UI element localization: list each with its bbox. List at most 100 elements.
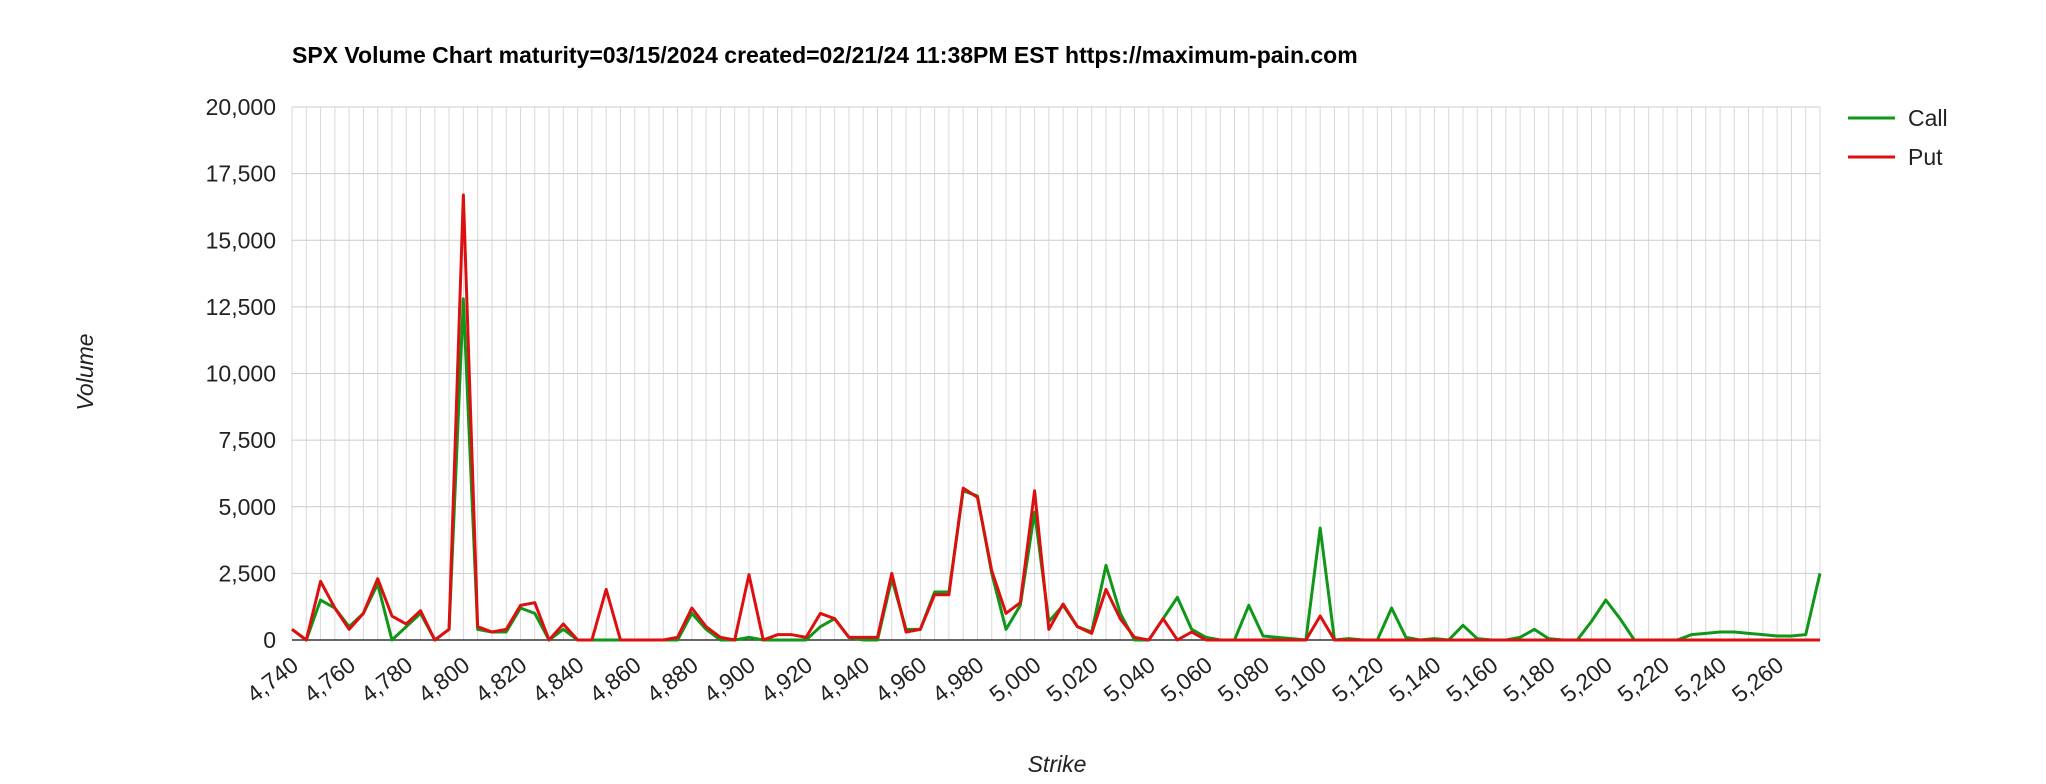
data-point-put (549, 640, 550, 641)
y-axis-ticks: 0 2,500 5,000 7,500 10,000 12,500 15,000 17,500… (206, 94, 276, 653)
data-point-call (1391, 608, 1392, 609)
data-point-put (1677, 640, 1678, 641)
data-point-put (1091, 633, 1092, 634)
series-lines (291, 193, 1822, 642)
data-point-put (477, 626, 478, 627)
data-point-put (863, 637, 864, 638)
data-point-call (1105, 565, 1106, 566)
x-tick-label: 4,820 (470, 651, 531, 707)
data-point-put (791, 634, 792, 635)
data-point-call (406, 626, 407, 627)
data-point-call (748, 637, 749, 638)
data-point-put (1363, 640, 1364, 641)
data-point-put (1134, 637, 1135, 638)
data-point-put (820, 613, 821, 614)
data-point-call (806, 640, 807, 641)
data-point-put (1577, 640, 1578, 641)
data-point-call (777, 640, 778, 641)
data-point-put (1205, 640, 1206, 641)
data-point-call (791, 640, 792, 641)
data-point-put (1448, 640, 1449, 641)
data-point-put (349, 629, 350, 630)
data-point-put (1691, 640, 1692, 641)
data-point-call (1462, 625, 1463, 626)
x-tick-label: 4,960 (870, 651, 931, 707)
data-point-put (434, 640, 435, 641)
data-point-put (1305, 640, 1306, 641)
data-point-put (763, 640, 764, 641)
data-point-call (720, 640, 721, 641)
data-point-put (963, 488, 964, 489)
data-point-put (1377, 640, 1378, 641)
data-point-put (1491, 640, 1492, 641)
data-point-call (1620, 618, 1621, 619)
data-point-put (848, 637, 849, 638)
data-point-call (1805, 634, 1806, 635)
series-line-put (291, 193, 1820, 642)
data-point-put (1434, 640, 1435, 641)
x-tick-label: 5,040 (1099, 651, 1160, 707)
data-point-call (1191, 629, 1192, 630)
data-point-put (1120, 618, 1121, 619)
data-point-put (834, 618, 835, 619)
data-point-put (1191, 632, 1192, 633)
data-point-call (1520, 637, 1521, 638)
data-point-call (1134, 640, 1135, 641)
data-point-put (1405, 640, 1406, 641)
x-tick-label: 5,260 (1727, 651, 1788, 707)
x-tick-label: 4,900 (699, 651, 760, 707)
data-point-put (1034, 490, 1035, 491)
data-point-put (634, 640, 635, 641)
data-point-put (1077, 626, 1078, 627)
data-point-put (620, 640, 621, 641)
legend-item-put: Put (1848, 144, 1943, 170)
data-point-put (1220, 640, 1221, 641)
x-tick-label: 5,240 (1670, 651, 1731, 707)
data-point-call (877, 640, 878, 641)
data-point-put (1320, 616, 1321, 617)
data-point-put (1177, 640, 1178, 641)
data-point-put (1591, 640, 1592, 641)
data-point-put (677, 637, 678, 638)
x-tick-label: 5,140 (1384, 651, 1445, 707)
data-point-put (1277, 640, 1278, 641)
data-point-put (663, 640, 664, 641)
x-tick-label: 4,940 (813, 651, 874, 707)
data-point-call (477, 629, 478, 630)
data-point-call (1248, 605, 1249, 606)
data-point-put (1420, 640, 1421, 641)
legend: Call Put (1848, 105, 1948, 170)
x-tick-label: 4,980 (927, 651, 988, 707)
x-tick-label: 5,120 (1327, 651, 1388, 707)
series-put (291, 193, 1820, 642)
data-point-put (1234, 640, 1235, 641)
data-point-call (863, 640, 864, 641)
data-point-put (706, 626, 707, 627)
data-point-put (1634, 640, 1635, 641)
data-point-put (1705, 640, 1706, 641)
data-point-put (1348, 640, 1349, 641)
data-point-call (506, 632, 507, 633)
data-point-put (1462, 640, 1463, 641)
data-point-call (391, 640, 392, 641)
data-point-call (563, 629, 564, 630)
data-point-put (520, 605, 521, 606)
data-point-put (777, 634, 778, 635)
data-point-put (292, 629, 293, 630)
data-point-put (1148, 640, 1149, 641)
data-point-put (1006, 613, 1007, 614)
data-point-put (1662, 640, 1663, 641)
data-point-put (406, 624, 407, 625)
data-point-put (934, 594, 935, 595)
legend-item-call: Call (1848, 105, 1948, 131)
data-point-put (1791, 640, 1792, 641)
y-tick-label: 2,500 (218, 560, 276, 586)
data-point-call (1591, 621, 1592, 622)
x-tick-label: 5,020 (1041, 651, 1102, 707)
x-tick-label: 4,840 (527, 651, 588, 707)
x-tick-label: 4,740 (242, 651, 303, 707)
data-point-put (806, 637, 807, 638)
data-point-call (820, 626, 821, 627)
x-tick-label: 5,060 (1156, 651, 1217, 707)
data-point-put (534, 602, 535, 603)
